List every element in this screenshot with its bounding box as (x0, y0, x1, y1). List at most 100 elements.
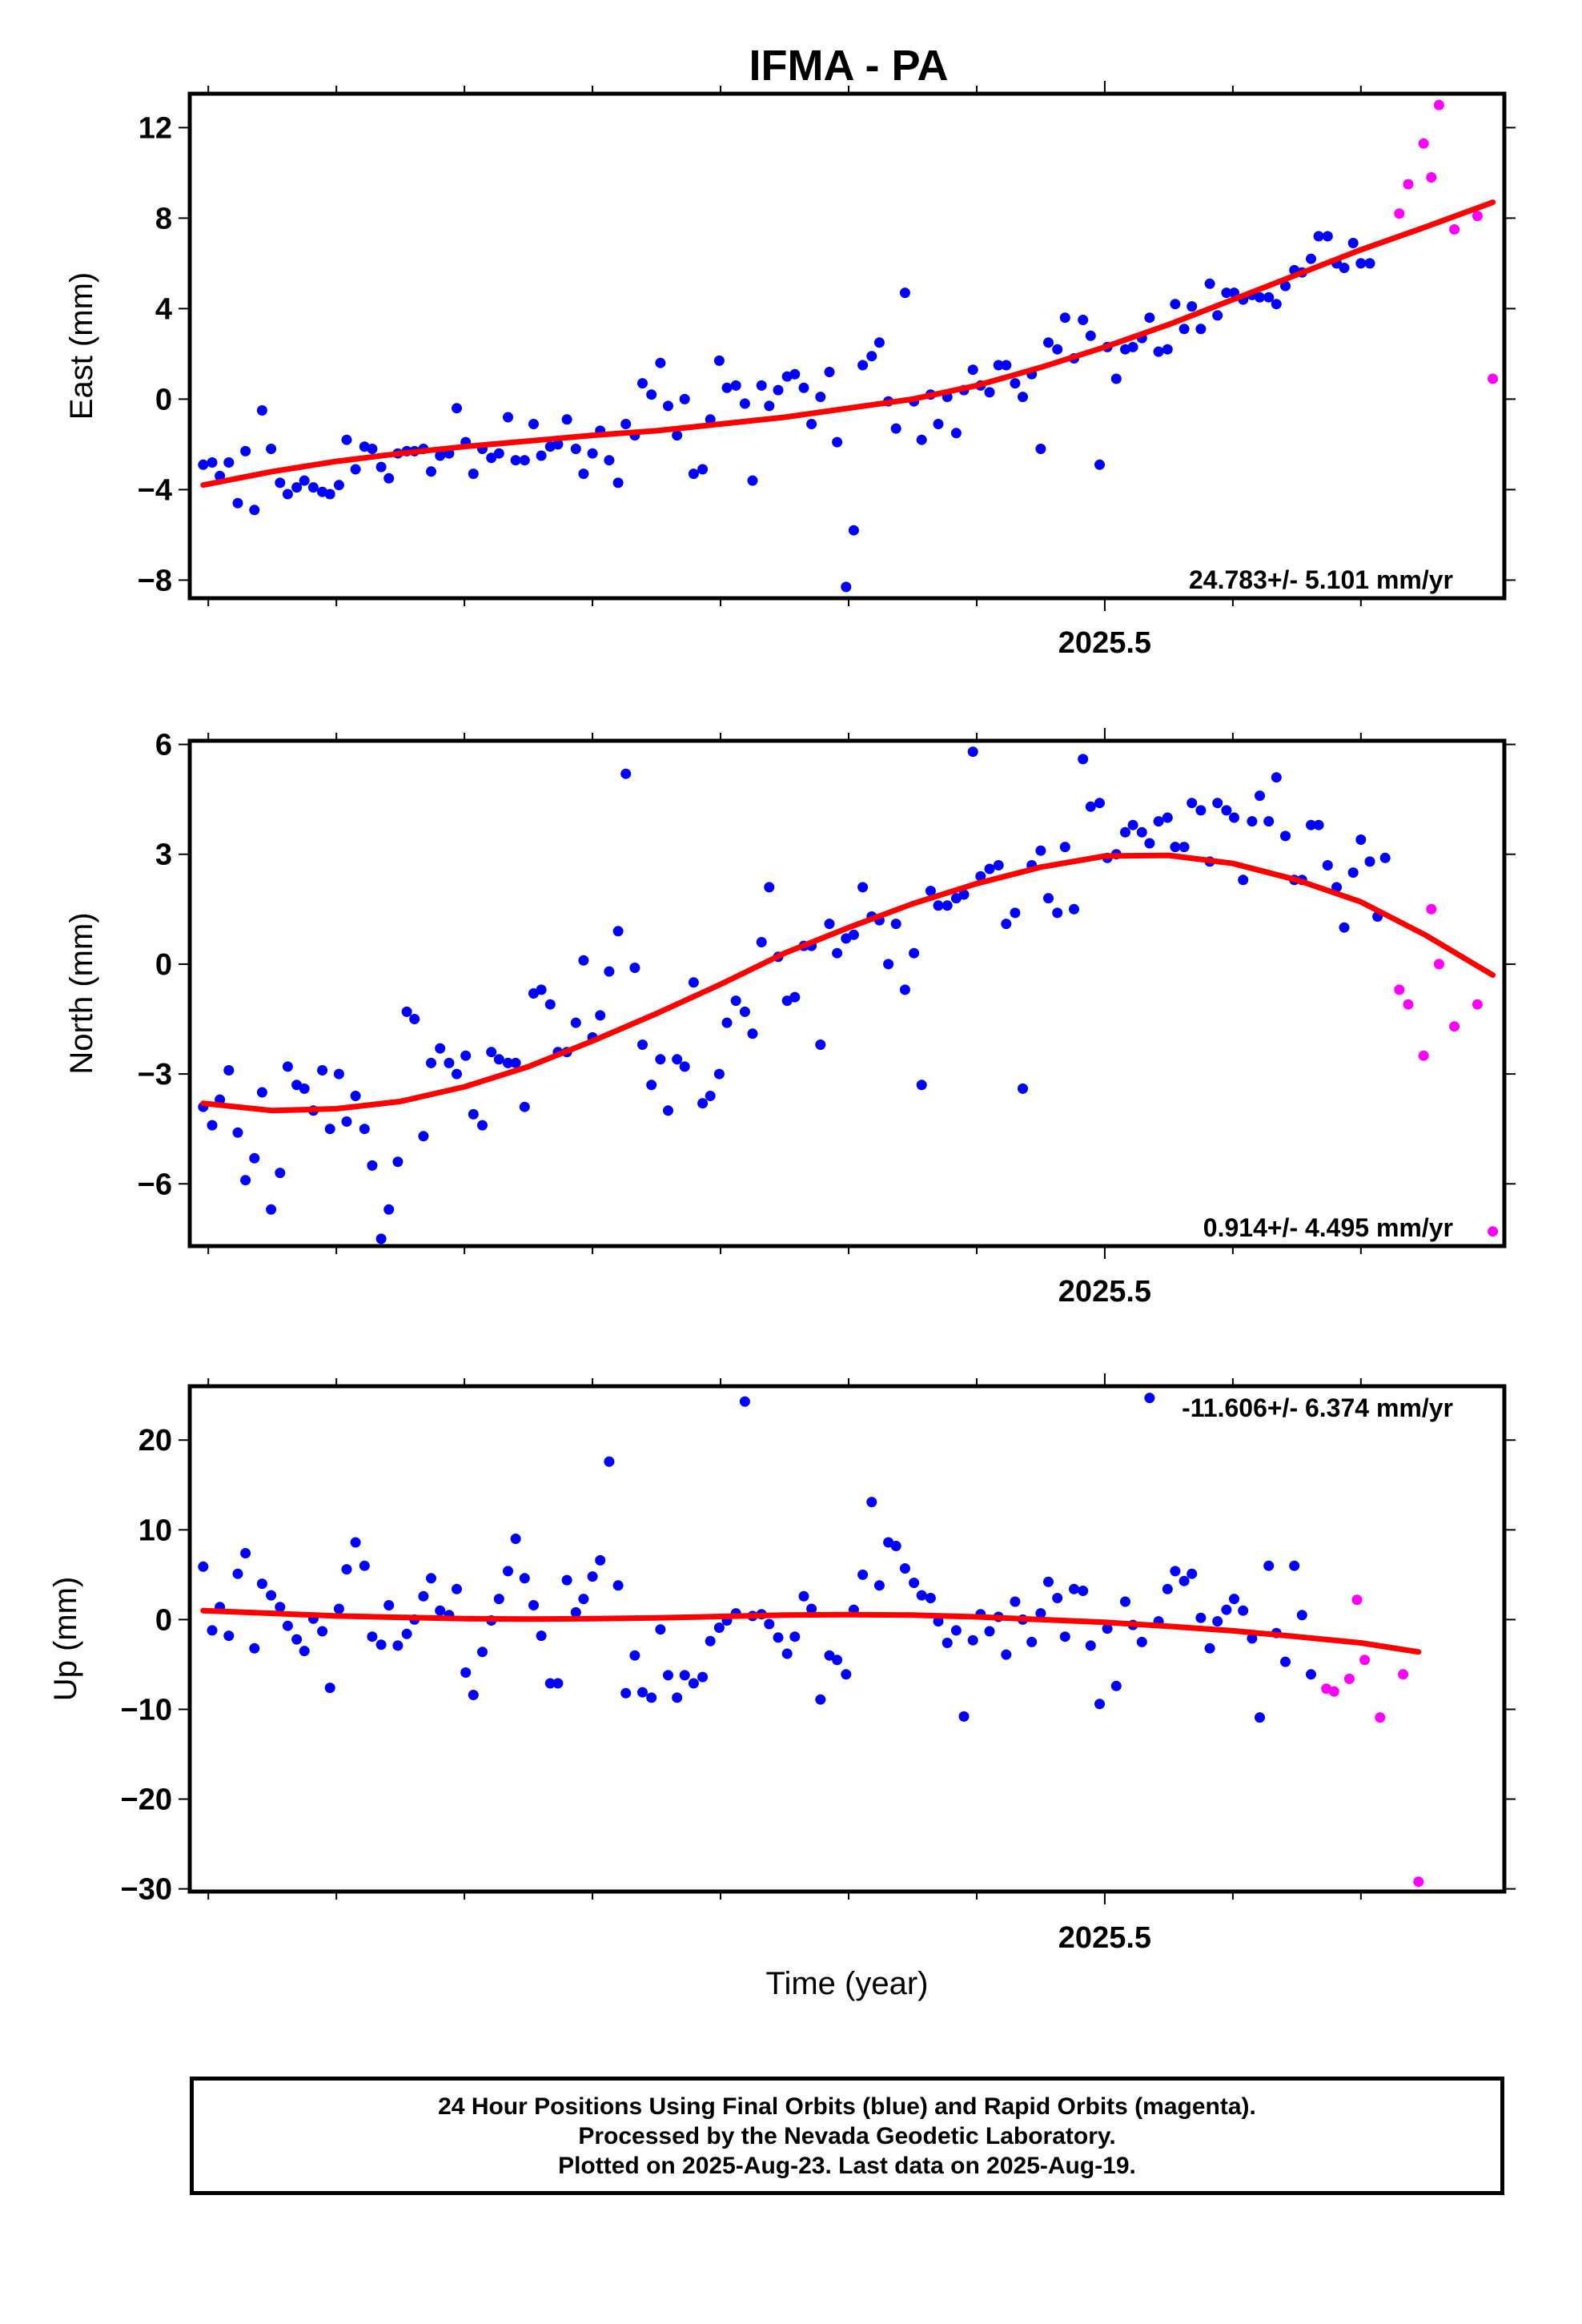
final-orbit-point (426, 1057, 436, 1068)
final-orbit-point (291, 1634, 303, 1645)
final-orbit-point (942, 1638, 953, 1648)
final-orbit-point (612, 926, 624, 937)
final-orbit-point (1078, 1586, 1089, 1596)
rate-label: 24.783+/- 5.101 mm/yr (1189, 565, 1453, 594)
final-orbit-point (1306, 819, 1316, 830)
final-orbit-point (282, 1620, 293, 1631)
final-orbit-point (604, 1456, 615, 1467)
final-orbit-point (291, 482, 303, 493)
final-orbit-point (612, 1580, 624, 1591)
final-orbit-point (595, 1010, 606, 1021)
final-orbit-point (1229, 812, 1239, 823)
rapid-orbit-point (1426, 172, 1437, 183)
final-orbit-point (789, 368, 801, 380)
final-orbit-point (1153, 816, 1164, 827)
final-orbit-point (444, 1057, 455, 1068)
final-orbit-point (1195, 1612, 1207, 1623)
final-orbit-point (1170, 842, 1181, 853)
y-tick-label: −3 (138, 1058, 172, 1092)
x-tick-label: 2025.5 (1058, 626, 1151, 660)
final-orbit-point (570, 1017, 581, 1028)
final-orbit-point (1144, 1393, 1155, 1404)
final-orbit-point (359, 1560, 370, 1571)
final-orbit-point (510, 1534, 521, 1544)
final-orbit-point (1162, 812, 1173, 823)
final-orbit-point (1229, 1594, 1239, 1605)
final-orbit-point (1212, 798, 1223, 809)
final-orbit-point (1247, 1633, 1258, 1644)
final-orbit-point (637, 1039, 648, 1050)
rapid-orbit-point (1394, 208, 1405, 219)
caption-line-1: 24 Hour Positions Using Final Orbits (bl… (438, 2093, 1256, 2120)
final-orbit-point (232, 1127, 243, 1138)
final-orbit-point (468, 1690, 479, 1700)
plot-area (198, 746, 1499, 1244)
final-orbit-point (975, 870, 986, 882)
final-orbit-point (824, 1650, 835, 1661)
final-orbit-point (578, 955, 589, 966)
final-orbit-point (1364, 856, 1375, 867)
fit-line (200, 1607, 1422, 1655)
final-orbit-point (1110, 373, 1122, 384)
final-orbit-point (1078, 315, 1089, 325)
final-orbit-point (1120, 826, 1130, 838)
final-orbit-point (1289, 1560, 1300, 1571)
final-orbit-point (1110, 1680, 1122, 1691)
fit-line (200, 852, 1496, 1114)
final-orbit-point (655, 1624, 666, 1635)
final-orbit-point (350, 1091, 361, 1101)
final-orbit-point (873, 337, 885, 348)
final-orbit-point (1186, 301, 1198, 312)
final-orbit-point (256, 405, 267, 416)
final-orbit-point (333, 480, 344, 491)
final-orbit-point (324, 1124, 335, 1135)
final-orbit-point (307, 482, 319, 493)
final-orbit-point (1238, 1605, 1249, 1616)
final-orbit-point (1153, 346, 1164, 357)
plot-frame (187, 91, 1507, 601)
final-orbit-point (1186, 1568, 1198, 1579)
final-orbit-point (207, 457, 218, 468)
final-orbit-point (815, 1039, 826, 1050)
final-orbit-point (198, 459, 209, 470)
final-orbit-point (570, 444, 581, 454)
final-orbit-point (324, 1683, 335, 1694)
final-orbit-point (925, 1593, 936, 1603)
final-orbit-point (773, 1632, 784, 1643)
final-orbit-point (873, 1580, 885, 1591)
panels: 2025.5 −8 −4 0 4 8 12 East (mm) 24.783+/- 5.101 … (48, 81, 1516, 1955)
final-orbit-point (561, 1574, 572, 1586)
final-orbit-point (789, 991, 801, 1003)
final-orbit-point (1069, 903, 1079, 915)
final-orbit-point (1204, 278, 1215, 289)
rapid-orbit-point (1351, 1594, 1363, 1606)
final-orbit-point (1379, 852, 1391, 863)
y-tick-label: 0 (155, 1603, 172, 1637)
final-orbit-point (503, 1057, 513, 1068)
final-orbit-point (1018, 392, 1028, 403)
panel-east: 2025.5 −8 −4 0 4 8 12 East (mm) 24.783+/- 5.101 … (64, 81, 1516, 660)
final-orbit-point (984, 863, 995, 875)
y-tick-label: 3 (155, 838, 172, 872)
final-orbit-point (1313, 231, 1324, 242)
final-orbit-point (1001, 1649, 1012, 1660)
final-orbit-point (367, 1631, 378, 1642)
final-orbit-point (510, 1057, 521, 1068)
final-orbit-point (697, 464, 709, 475)
final-orbit-point (578, 468, 589, 480)
final-orbit-point (1313, 819, 1324, 830)
final-orbit-point (1059, 842, 1070, 853)
final-orbit-point (375, 461, 387, 472)
final-orbit-point (824, 919, 835, 930)
final-orbit-point (452, 1068, 462, 1080)
y-tick-label: 0 (155, 383, 172, 416)
final-orbit-point (223, 457, 235, 468)
final-orbit-point (544, 999, 556, 1010)
final-orbit-point (883, 959, 894, 970)
final-orbit-point (1255, 1712, 1265, 1723)
final-orbit-point (528, 419, 539, 429)
final-orbit-point (1263, 816, 1275, 827)
final-orbit-point (299, 1083, 310, 1094)
final-orbit-point (418, 1131, 429, 1142)
final-orbit-point (857, 882, 869, 893)
